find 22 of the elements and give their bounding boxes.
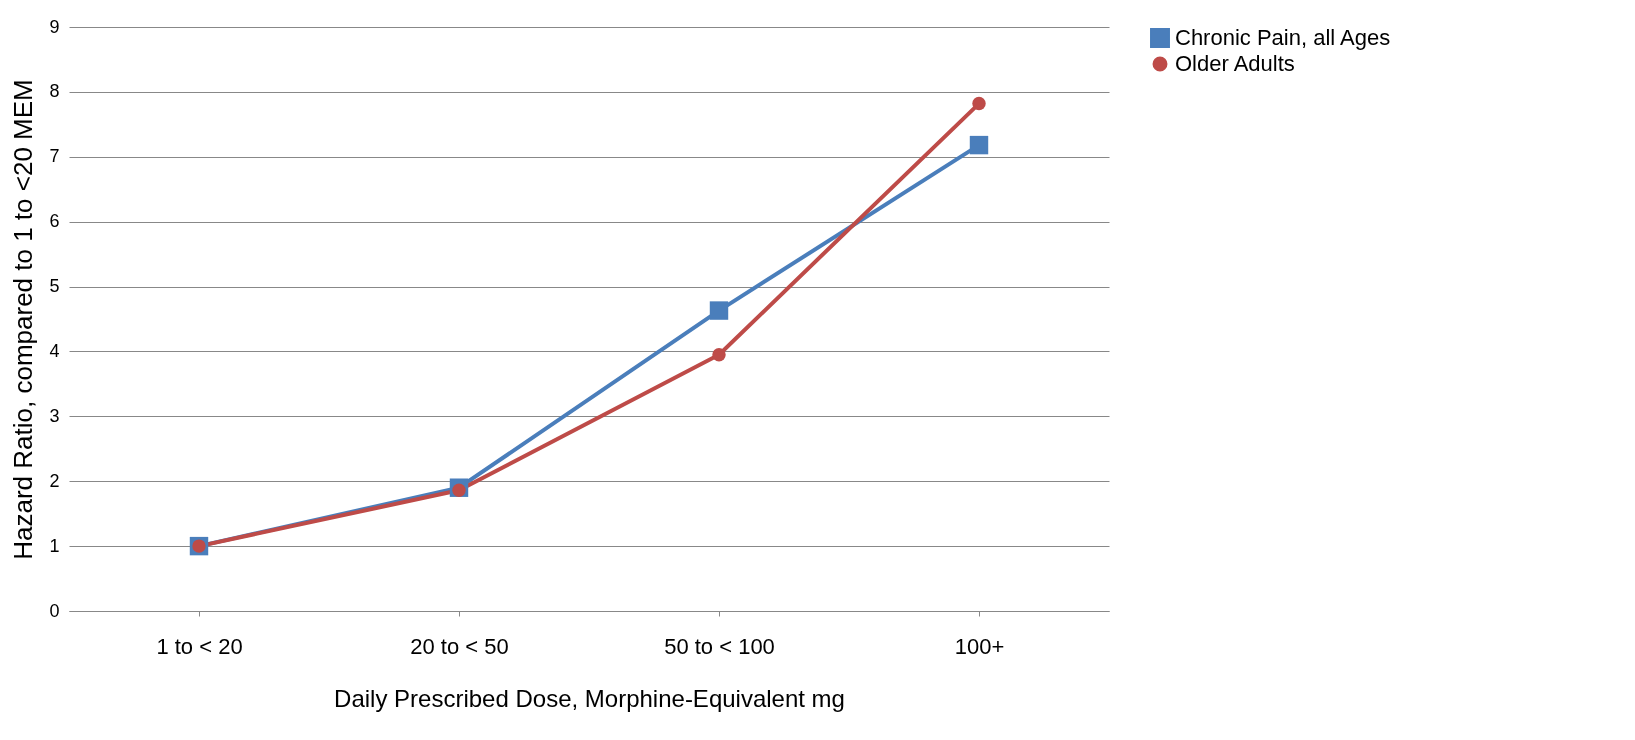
point [972, 96, 986, 111]
y-tick-label: 9 [49, 16, 60, 37]
y-tick-label: 3 [49, 405, 60, 426]
y-tick-label: 5 [49, 276, 60, 297]
legend-label: Older Adults [1175, 51, 1295, 76]
y-tick-label: 4 [49, 340, 60, 361]
y-tick-label: 1 [49, 535, 60, 556]
y-tick-label: 2 [49, 470, 60, 491]
point [712, 347, 726, 362]
point [969, 135, 989, 155]
x-tick-label: 20 to < 50 [410, 633, 509, 659]
y-tick-label: 0 [49, 600, 60, 621]
y-tick-label: 6 [49, 211, 60, 232]
x-tick-label: 50 to < 100 [664, 633, 775, 659]
legend-label: Chronic Pain, all Ages [1175, 25, 1391, 50]
point [709, 301, 729, 320]
y-axis-title: Hazard Ratio, compared to 1 to <20 MEM [8, 79, 39, 560]
y-tick-label: 8 [49, 81, 60, 102]
x-tick-label: 100+ [954, 633, 1005, 659]
x-axis-title: Daily Prescribed Dose, Morphine-Equivalent mg [334, 684, 845, 712]
x-tick-label: 1 to < 20 [156, 633, 243, 659]
y-tick-label: 7 [49, 146, 60, 167]
